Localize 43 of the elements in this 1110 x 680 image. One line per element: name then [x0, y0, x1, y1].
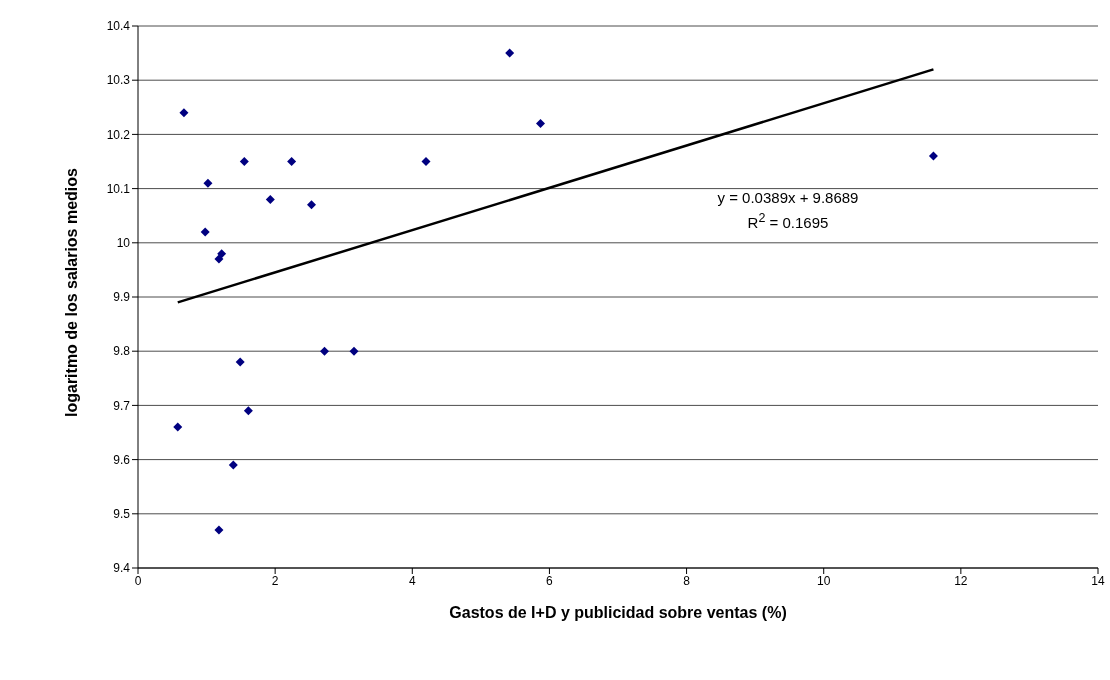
point [239, 157, 249, 166]
x-tick-label: 12 [954, 573, 968, 588]
point [349, 346, 359, 356]
y-tick-label: 10.3 [106, 73, 131, 88]
point [203, 178, 213, 188]
point [505, 48, 515, 58]
point [179, 108, 189, 118]
point [200, 227, 210, 237]
point [214, 525, 224, 535]
point [536, 119, 546, 129]
y-tick-label: 9.6 [113, 452, 131, 467]
point [421, 157, 431, 166]
point [287, 157, 297, 166]
point [214, 254, 224, 264]
x-tick-label: 4 [408, 573, 416, 588]
y-tick-label: 9.5 [113, 507, 131, 522]
y-tick-label: 9.9 [113, 290, 131, 305]
x-axis-title: Gastos de I+D y publicidad sobre ventas (%) [449, 604, 787, 621]
point [228, 460, 238, 470]
point [306, 200, 316, 210]
y-tick-label: 10.1 [106, 181, 131, 196]
annotation: y = 0.0389x + 9.8689 [716, 188, 860, 208]
point [173, 422, 183, 432]
x-tick-label: 14 [1091, 573, 1105, 588]
y-tick-label: 10 [116, 236, 131, 251]
point [243, 406, 253, 416]
annotation: R$^{2}$ = 0.1695 [746, 210, 830, 233]
point [320, 346, 330, 356]
x-tick-label: 10 [817, 573, 831, 588]
x-tick-label: 2 [271, 573, 279, 588]
y-tick-label: 9.7 [113, 398, 131, 413]
x-tick-label: 8 [683, 573, 691, 588]
y-tick-label: 10.2 [106, 127, 131, 142]
y-axis-title: logaritmo de los salarios medios [62, 167, 80, 417]
x-tick-label: 0 [134, 573, 142, 588]
y-tick-label: 9.4 [113, 561, 131, 576]
x-tick-label: 6 [546, 573, 554, 588]
y-tick-label: 9.8 [113, 344, 131, 359]
point [217, 249, 227, 259]
y-tick-label: 10.4 [106, 19, 131, 34]
point [235, 357, 245, 367]
point [928, 151, 938, 161]
point [265, 194, 275, 204]
